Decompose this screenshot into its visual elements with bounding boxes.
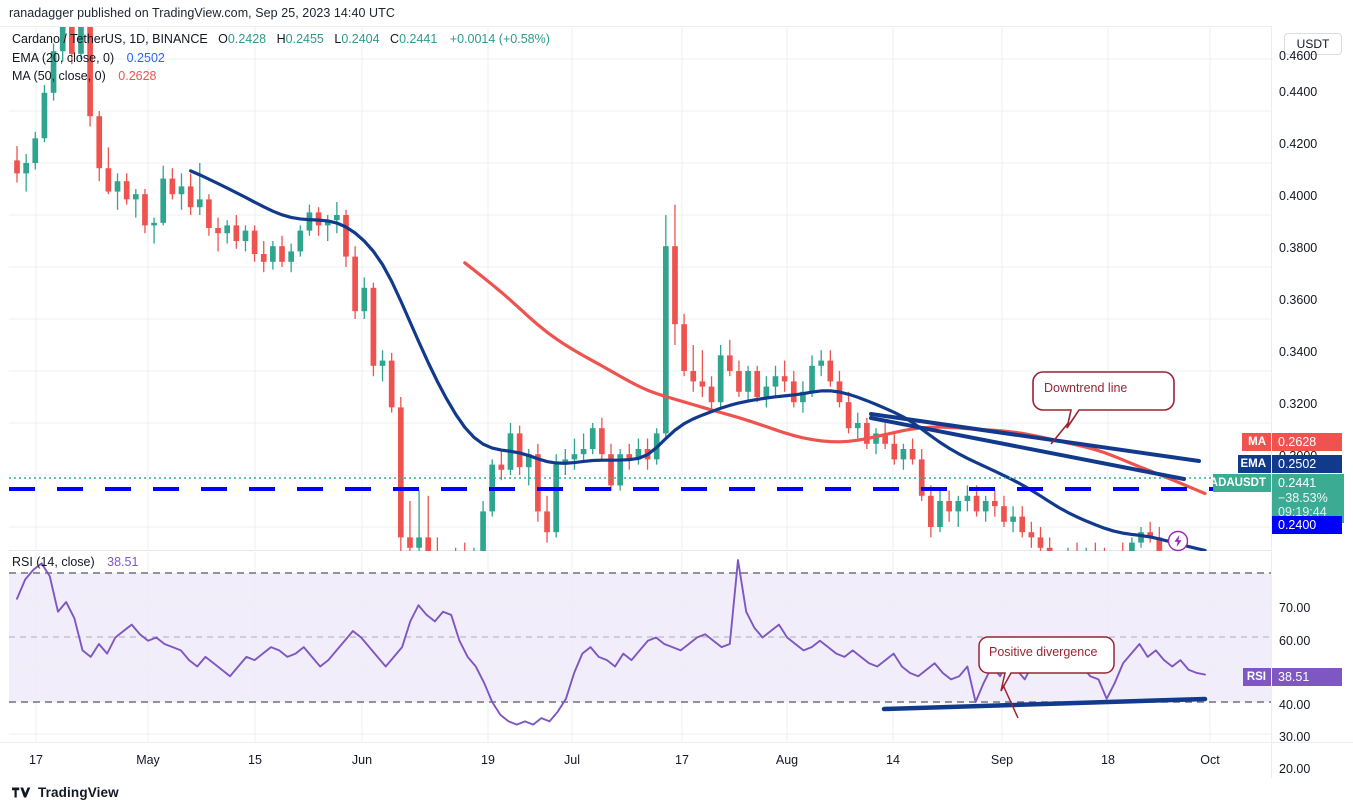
tradingview-mark-icon bbox=[12, 787, 31, 797]
rsi-legend-value: 38.51 bbox=[107, 555, 139, 569]
ohlc-low-label: L bbox=[334, 32, 342, 46]
ema-price-tag-value: 0.2502 bbox=[1278, 457, 1317, 471]
lightning-bolt-icon[interactable] bbox=[1167, 530, 1189, 552]
tradingview-brand: TradingView bbox=[38, 784, 119, 800]
time-tick: 17 bbox=[675, 753, 689, 767]
rsi-tick: 40.00 bbox=[1279, 698, 1311, 712]
chart-frame: Downtrend line Cardano / TetherUS, 1D, B… bbox=[0, 26, 1353, 778]
ema-legend[interactable]: EMA (20, close, 0) 0.2502 bbox=[12, 51, 165, 65]
time-tick: Jul bbox=[564, 753, 580, 767]
rsi-price-tag[interactable]: 38.51 bbox=[1272, 668, 1342, 686]
price-tick: 0.3400 bbox=[1279, 345, 1318, 359]
price-pane[interactable]: Downtrend line Cardano / TetherUS, 1D, B… bbox=[9, 27, 1271, 552]
symbol-legend: Cardano / TetherUS, 1D, BINANCE O0.2428 … bbox=[12, 32, 550, 46]
time-tick: 15 bbox=[248, 753, 262, 767]
ema-tag-label: EMA bbox=[1238, 455, 1271, 473]
price-tick: 0.3200 bbox=[1279, 397, 1318, 411]
ema-legend-title: EMA (20, close, 0) bbox=[12, 51, 115, 65]
rsi-tag-label: RSI bbox=[1243, 668, 1271, 686]
ohlc-high-label: H bbox=[276, 32, 286, 46]
tradingview-logo[interactable]: TradingView bbox=[12, 785, 119, 800]
price-axis[interactable]: USDT 0.4600 0.4400 0.4200 0.4000 0.3800 … bbox=[1271, 26, 1353, 778]
last-price-countdown: 09:19:44 bbox=[1278, 505, 1327, 519]
rsi-tick: 70.00 bbox=[1279, 601, 1311, 615]
time-tick: 18 bbox=[1101, 753, 1115, 767]
ohlc-close: 0.2441 bbox=[399, 32, 438, 46]
time-tick: May bbox=[136, 753, 160, 767]
positive-divergence-uptrend-line[interactable] bbox=[881, 696, 1208, 712]
downtrend-callout-shape bbox=[1032, 371, 1175, 445]
ohlc-high: 0.2455 bbox=[285, 32, 324, 46]
rsi-tick: 20.00 bbox=[1279, 762, 1311, 776]
ohlc-close-label: C bbox=[390, 32, 400, 46]
footer-bar: TradingView bbox=[0, 778, 1353, 806]
time-tick: 19 bbox=[481, 753, 495, 767]
time-tick: Oct bbox=[1200, 753, 1220, 767]
price-tick: 0.3600 bbox=[1279, 293, 1318, 307]
rsi-price-tag-value: 38.51 bbox=[1278, 670, 1310, 684]
ema-legend-value: 0.2502 bbox=[126, 51, 165, 65]
divergence-callout-shape bbox=[978, 636, 1115, 719]
ohlc-change: +0.0014 (+0.58%) bbox=[449, 32, 550, 46]
downtrend-line-lower[interactable] bbox=[869, 416, 1186, 481]
currency-badge[interactable]: USDT bbox=[1284, 33, 1342, 55]
ma-tag-label: MA bbox=[1242, 433, 1271, 451]
positive-divergence-callout[interactable]: Positive divergence bbox=[977, 635, 1117, 721]
price-tick: 0.4000 bbox=[1279, 189, 1318, 203]
time-tick: Aug bbox=[775, 753, 799, 767]
ma-legend-value: 0.2628 bbox=[118, 69, 157, 83]
ohlc-low: 0.2404 bbox=[341, 32, 380, 46]
rsi-tick: 30.00 bbox=[1279, 730, 1311, 744]
price-tick: 0.4400 bbox=[1279, 85, 1318, 99]
time-tick: Sep bbox=[990, 753, 1014, 767]
price-tick: 0.4600 bbox=[1279, 49, 1318, 63]
ema-price-tag[interactable]: 0.2502 bbox=[1272, 455, 1342, 473]
last-price-value: 0.2441 bbox=[1278, 476, 1317, 490]
ohlc-open: 0.2428 bbox=[227, 32, 267, 46]
rsi-tick: 60.00 bbox=[1279, 634, 1311, 648]
downtrend-callout-label: Downtrend line bbox=[1044, 381, 1128, 395]
attribution-bar: ranadagger published on TradingView.com,… bbox=[0, 0, 1353, 27]
ma-price-tag-value: 0.2628 bbox=[1278, 435, 1317, 449]
time-axis[interactable]: 17 May 15 Jun 19 Jul 17 Aug 14 Sep 18 Oc… bbox=[0, 742, 1353, 779]
ohlc-open-label: O bbox=[218, 32, 228, 46]
symbol-name: Cardano / TetherUS, 1D, BINANCE bbox=[12, 32, 208, 46]
last-price-tag[interactable]: 0.2441 −38.53% 09:19:44 bbox=[1272, 474, 1344, 523]
time-tick: 17 bbox=[29, 753, 43, 767]
price-gridlines bbox=[9, 27, 1271, 551]
price-pane-canvas bbox=[9, 27, 1271, 551]
adausdt-tag-label: ADAUSDT bbox=[1210, 474, 1271, 492]
downtrend-line-callout[interactable]: Downtrend line bbox=[1031, 370, 1176, 448]
divergence-callout-label: Positive divergence bbox=[989, 645, 1098, 659]
time-tick: 14 bbox=[886, 753, 900, 767]
rsi-pane[interactable]: Positive divergence RSI (14, close) 38.5… bbox=[9, 552, 1271, 743]
attribution-text: ranadagger published on TradingView.com,… bbox=[9, 6, 395, 20]
ma-legend[interactable]: MA (50, close, 0) 0.2628 bbox=[12, 69, 157, 83]
rsi-legend[interactable]: RSI (14, close) 38.51 bbox=[12, 555, 138, 569]
ma-price-tag[interactable]: 0.2628 bbox=[1272, 433, 1342, 451]
ema20-line bbox=[189, 169, 1207, 551]
support-price-tag[interactable]: 0.2400 bbox=[1272, 516, 1342, 534]
rsi-legend-title: RSI (14, close) bbox=[12, 555, 95, 569]
last-price-change: −38.53% bbox=[1278, 490, 1328, 505]
candlestick-series bbox=[14, 27, 1163, 551]
time-tick: Jun bbox=[351, 753, 373, 767]
ma-legend-title: MA (50, close, 0) bbox=[12, 69, 106, 83]
price-tick: 0.4200 bbox=[1279, 137, 1318, 151]
downtrend-line-upper[interactable] bbox=[869, 412, 1201, 463]
price-tick: 0.3800 bbox=[1279, 241, 1318, 255]
support-price-value: 0.2400 bbox=[1278, 518, 1317, 532]
